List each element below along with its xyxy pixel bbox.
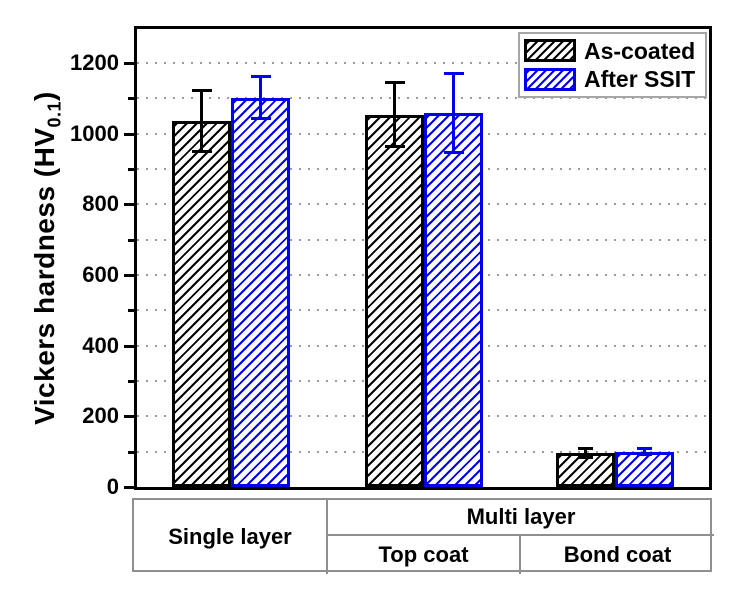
category-bond-coat: Bond coat (563, 542, 672, 567)
gridline-1100 (137, 97, 709, 100)
error-bar-as-coated-group3 (584, 447, 587, 460)
error-cap-upper (191, 89, 212, 93)
y-major-tick-200 (124, 415, 134, 419)
bar-after-ssit-group3 (615, 451, 674, 487)
error-cap-upper (578, 447, 593, 451)
y-minor-tick-900 (128, 167, 134, 171)
legend-item-after-ssit: After SSIT (524, 66, 701, 93)
error-cap-upper (443, 72, 464, 76)
category-single-layer: Single layer (134, 500, 328, 574)
y-tick-label-1000: 1000 (70, 120, 119, 146)
y-tick-label-600: 600 (82, 261, 119, 287)
bar-as-coated-group2 (365, 114, 424, 487)
error-bar-as-coated-group1 (200, 89, 203, 154)
category-multi-layer: Multi layer (328, 500, 714, 536)
legend-label-as-coated: As-coated (584, 37, 696, 64)
legend-item-as-coated: As-coated (524, 37, 701, 64)
legend: As-coated After SSIT (518, 32, 707, 98)
y-tick-label-400: 400 (82, 332, 119, 358)
legend-label-after-ssit: After SSIT (584, 66, 696, 93)
y-major-tick-600 (124, 273, 134, 277)
error-cap-lower (443, 151, 464, 155)
y-major-tick-1000 (124, 132, 134, 136)
y-minor-tick-1100 (128, 97, 134, 101)
y-major-tick-1200 (124, 61, 134, 65)
y-tick-label-200: 200 (82, 403, 119, 429)
error-bar-after-ssit-group1 (259, 75, 262, 120)
error-cap-lower (250, 116, 271, 120)
error-bar-as-coated-group2 (393, 81, 396, 149)
y-tick-label-800: 800 (82, 191, 119, 217)
y-minor-tick-300 (128, 379, 134, 383)
bar-after-ssit-group2 (424, 113, 483, 487)
gridline-1200 (137, 61, 709, 64)
legend-swatch-as-coated-icon (524, 39, 576, 63)
y-tick-label-1200: 1200 (70, 49, 119, 75)
error-cap-lower (578, 456, 593, 460)
error-bar-after-ssit-group3 (643, 447, 646, 457)
y-major-tick-0 (124, 486, 134, 489)
y-minor-tick-500 (128, 309, 134, 313)
legend-swatch-after-ssit-icon (524, 67, 576, 91)
category-table: Single layer Multi layer Top coat Bond c… (132, 498, 714, 574)
y-major-tick-400 (124, 344, 134, 348)
error-cap-upper (250, 75, 271, 79)
plot-area (137, 29, 709, 487)
y-axis-title-close: ) (29, 91, 60, 101)
bar-as-coated-group1 (172, 121, 231, 487)
y-tick-label-0: 0 (106, 474, 119, 499)
y-major-tick-800 (124, 203, 134, 207)
error-cap-upper (637, 447, 652, 451)
error-bar-after-ssit-group2 (452, 72, 455, 155)
y-minor-tick-100 (128, 450, 134, 454)
error-cap-upper (384, 81, 405, 85)
category-top-coat: Top coat (328, 536, 521, 574)
error-cap-lower (384, 145, 405, 149)
y-minor-tick-700 (128, 238, 134, 242)
bar-after-ssit-group1 (231, 97, 290, 487)
error-cap-lower (191, 150, 212, 154)
error-cap-lower (637, 453, 652, 457)
